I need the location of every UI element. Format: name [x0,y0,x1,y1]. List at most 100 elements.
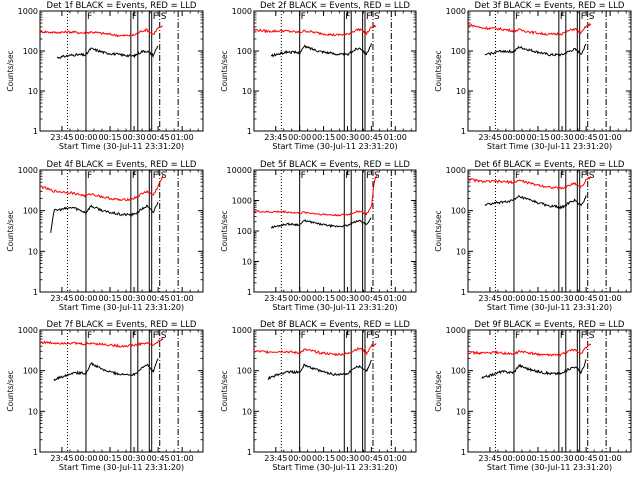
y-tick-label: 100 [237,367,252,376]
series-line-lld [467,343,592,357]
y-axis-label: Counts/sec [220,50,229,91]
marker-label: S [589,12,595,22]
panel-det-8: Det 8f BLACK = Events, RED = LLD 1 10 100 10… [220,320,417,472]
series-line-events [484,194,587,210]
panel-title: Det 8f BLACK = Events, RED = LLD [260,320,410,330]
marker-label: F [132,331,137,341]
marker-label: F [366,171,371,181]
panel-title: Det 7f BLACK = Events, RED = LLD [47,320,197,330]
marker-label: S [161,171,167,181]
y-tick-label: 1000 [18,7,38,16]
y-tick-label: 1 [33,448,38,457]
series-line-events [270,217,372,229]
series-line-events [484,43,587,57]
y-axis-label: Counts/sec [434,50,443,91]
x-tick-label: 00:45 [575,454,598,463]
y-tick-label: 1 [33,127,38,136]
x-tick-label: 00:30 [336,133,359,142]
panel-det-7: Det 7f BLACK = Events, RED = LLD 1 10 100 10… [6,320,204,472]
marker-label: S [161,12,167,22]
x-tick-label: 23:45 [478,133,501,142]
y-tick-label: 1 [247,448,252,457]
x-tick-label: 00:15 [98,294,121,303]
series-line-lld [253,343,377,357]
marker-label: F [560,171,565,181]
series-line-events [270,42,372,58]
y-tick-label: 10 [242,87,252,96]
x-tick-label: 01:00 [599,454,622,463]
panel-det-5: Det 5f BLACK = Events, RED = LLD 1 10 100 10… [220,160,417,312]
x-tick-label: 00:00 [74,454,97,463]
y-tick-label: 1 [247,127,252,136]
y-tick-label: 10 [456,87,466,96]
x-tick-label: 00:00 [502,294,525,303]
panel-title: Det 6f BLACK = Events, RED = LLD [475,160,625,170]
y-tick-label: 1000 [446,166,466,175]
marker-label: F [153,12,158,22]
y-tick-label: 100 [23,207,38,216]
y-axis-label: Counts/sec [6,210,15,251]
marker-label: S [161,331,167,341]
series-line-lld [39,337,164,348]
x-tick-label: 01:00 [384,294,407,303]
x-tick-label: 00:45 [147,294,170,303]
y-tick-label: 10 [242,407,252,416]
x-tick-label: 01:00 [384,133,407,142]
panel-det-2: Det 2f BLACK = Events, RED = LLD 1 10 100 10… [220,1,417,151]
x-axis-label: Start Time (30-Jul-11 23:31:20) [487,142,612,151]
x-tick-label: 23:45 [478,454,501,463]
x-tick-label: 01:00 [171,454,194,463]
x-tick-label: 00:45 [360,133,383,142]
y-tick-label: 1 [247,288,252,297]
y-tick-label: 10 [28,247,38,256]
y-tick-label: 1000 [446,7,466,16]
series-line-lld [39,25,163,38]
plot-frame [39,329,204,453]
marker-label: F [366,12,371,22]
plot-frame [253,10,417,132]
x-tick-label: 00:15 [526,133,549,142]
y-tick-label: 10 [28,407,38,416]
marker-label: F [560,331,565,341]
panel-det-1: Det 1f BLACK = Events, RED = LLD 1 10 100 10… [6,1,204,151]
x-tick-label: 00:45 [360,294,383,303]
y-tick-label: 100 [23,367,38,376]
marker-label: F [301,12,306,22]
y-tick-label: 1000 [232,326,252,335]
y-tick-label: 10 [242,258,252,267]
y-axis-label: Counts/sec [220,210,229,251]
x-tick-label: 23:45 [50,454,73,463]
x-tick-label: 00:30 [551,294,574,303]
x-tick-label: 00:00 [74,133,97,142]
panel-title: Det 1f BLACK = Events, RED = LLD [47,1,197,11]
y-tick-label: 1 [461,127,466,136]
plot-frame [467,329,632,453]
marker-label: F [301,171,306,181]
y-tick-label: 100 [23,47,38,56]
series-line-events [50,201,159,233]
y-tick-label: 10 [456,247,466,256]
x-axis-label: Start Time (30-Jul-11 23:31:20) [487,303,612,312]
x-tick-label: 00:30 [551,454,574,463]
x-tick-label: 00:15 [526,454,549,463]
y-tick-label: 1000 [232,197,252,206]
x-axis-label: Start Time (30-Jul-11 23:31:20) [272,142,397,151]
marker-label: S [374,331,380,341]
x-tick-label: 00:15 [312,294,335,303]
panel-det-3: Det 3f BLACK = Events, RED = LLD 1 10 100 10… [434,1,632,151]
series-line-events [56,45,159,59]
y-tick-label: 100 [237,47,252,56]
y-tick-label: 1000 [18,166,38,175]
x-tick-label: 23:45 [264,454,287,463]
plot-frame [467,10,632,132]
x-tick-label: 00:30 [123,133,146,142]
x-tick-label: 00:30 [551,133,574,142]
x-tick-label: 00:15 [98,133,121,142]
x-tick-label: 23:45 [50,294,73,303]
marker-label: S [374,12,380,22]
marker-label: F [345,12,350,22]
panel-title: Det 9f BLACK = Events, RED = LLD [475,320,625,330]
x-tick-label: 00:45 [575,294,598,303]
y-axis-label: Counts/sec [434,370,443,411]
